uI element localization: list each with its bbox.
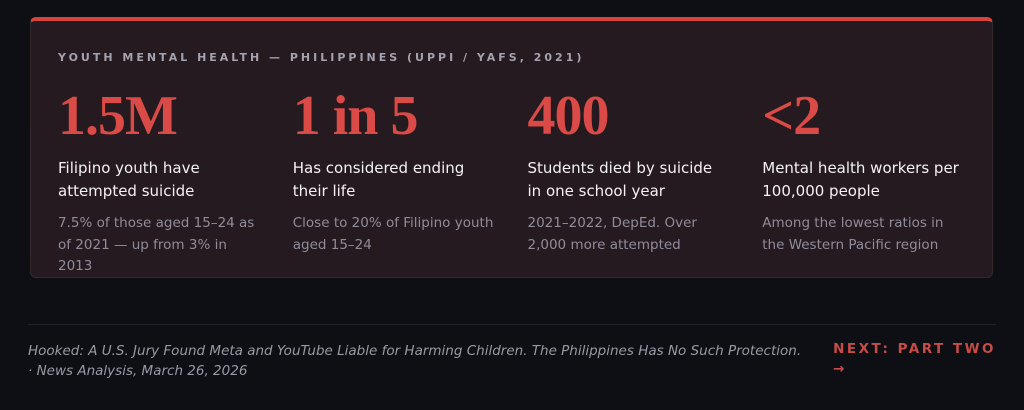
stat-detail: 7.5% of those aged 15–24 as of 2021 — up…	[58, 215, 255, 275]
right-arrow-icon: →	[833, 361, 845, 377]
stat-value: 1.5M	[58, 85, 178, 147]
stats-row: 1.5M Filipino youth have attempted suici…	[58, 88, 965, 278]
stat-value: 1 in 5	[292, 85, 419, 147]
stat-student-deaths: 400 Students died by suicide in one scho…	[528, 88, 731, 278]
stat-considered-ending-life: 1 in 5 Has considered ending their life …	[293, 88, 496, 278]
stat-detail: Close to 20% of Filipino youth aged 15–2…	[292, 215, 494, 253]
stat-mental-health-workers: <2 Mental health workers per 100,000 peo…	[762, 88, 965, 278]
article-citation: Hooked: A U.S. Jury Found Meta and YouTu…	[28, 343, 802, 380]
stat-label: Has considered ending their life	[292, 159, 465, 200]
stat-label: Students died by suicide in one school y…	[527, 159, 713, 200]
stat-attempted-suicide: 1.5M Filipino youth have attempted suici…	[58, 88, 261, 278]
stat-value: <2	[762, 85, 821, 147]
stat-detail: 2021–2022, DepEd. Over 2,000 more attemp…	[527, 215, 697, 253]
next-part-label: NEXT: PART TWO	[833, 341, 996, 357]
stat-label: Mental health workers per 100,000 people	[762, 159, 959, 200]
stat-detail: Among the lowest ratios in the Western P…	[762, 215, 944, 253]
stats-card: YOUTH MENTAL HEALTH — PHILIPPINES (UPPI …	[30, 17, 993, 278]
article-footer: Hooked: A U.S. Jury Found Meta and YouTu…	[28, 324, 996, 382]
section-eyebrow: YOUTH MENTAL HEALTH — PHILIPPINES (UPPI …	[58, 51, 585, 64]
next-part-link[interactable]: NEXT: PART TWO →	[833, 341, 996, 377]
stat-value: 400	[527, 85, 610, 147]
stat-label: Filipino youth have attempted suicide	[58, 159, 200, 200]
